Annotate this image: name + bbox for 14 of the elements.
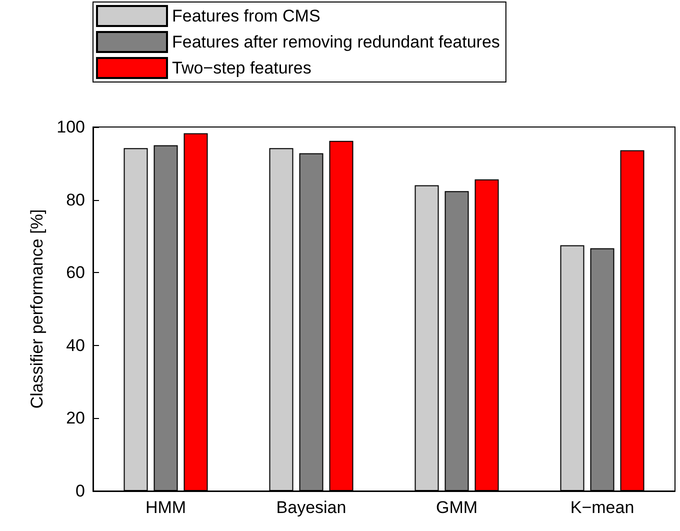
y-tick-label: 60 xyxy=(66,263,85,282)
x-tick-label: K−mean xyxy=(570,498,634,517)
y-tick-label: 20 xyxy=(66,408,85,428)
legend-label: Features after removing redundant features xyxy=(172,32,500,52)
x-tick-label: GMM xyxy=(436,498,478,517)
x-tick-label: Bayesian xyxy=(276,498,346,517)
legend-label: Two−step features xyxy=(172,58,312,78)
y-tick-label: 80 xyxy=(66,190,85,210)
x-tick-label: HMM xyxy=(145,498,186,517)
y-axis-title: Classifier performance [%] xyxy=(28,209,47,409)
y-tick-label: 40 xyxy=(66,336,85,355)
legend-label: Features from CMS xyxy=(172,6,320,26)
y-tick-label: 100 xyxy=(56,118,85,136)
y-tick-label: 0 xyxy=(76,482,85,500)
